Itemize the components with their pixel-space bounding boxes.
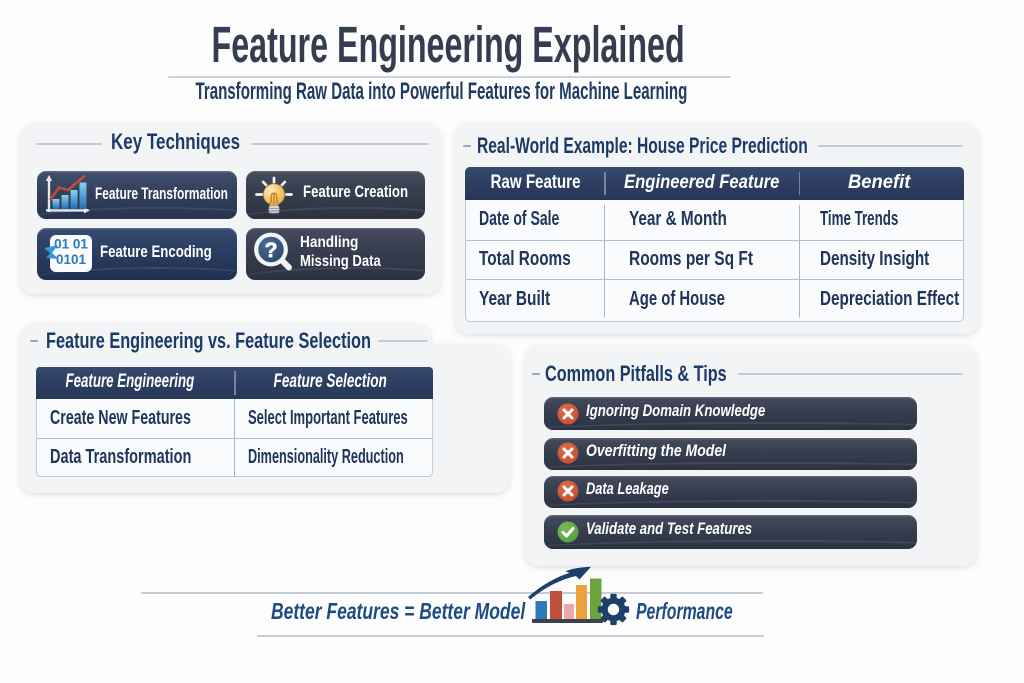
svg-text:01 01: 01 01 [54, 237, 88, 252]
svg-text:0101: 0101 [56, 252, 87, 267]
svg-text:?: ? [265, 239, 278, 262]
